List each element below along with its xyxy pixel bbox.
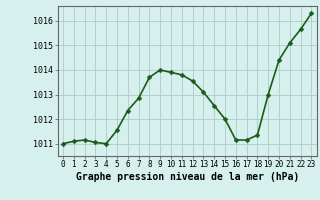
X-axis label: Graphe pression niveau de la mer (hPa): Graphe pression niveau de la mer (hPa) [76,172,299,182]
